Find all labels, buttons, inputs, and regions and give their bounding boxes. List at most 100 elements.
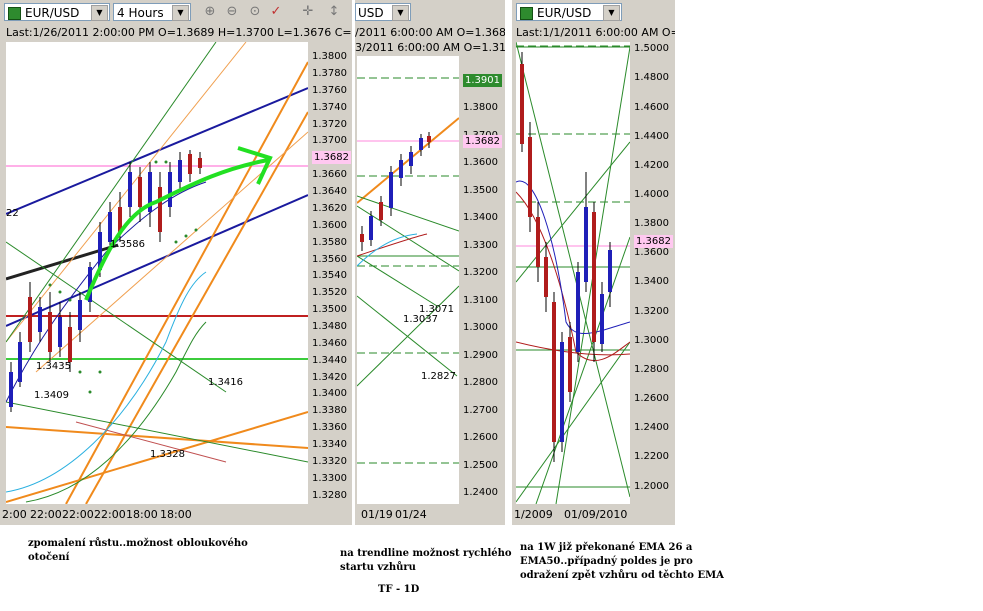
ohlc-info: /2011 6:00:00 AM O=1.3689 H= [355, 26, 505, 39]
price-tick: 1.3500 [463, 184, 498, 196]
time-tick: 22:00 [30, 508, 62, 521]
price-axis[interactable]: 1.3800 1.3780 1.3760 1.3740 1.3720 1.3700 1.36… [310, 42, 352, 504]
price-tick: 1.4000 [634, 189, 669, 201]
candle [148, 172, 152, 212]
candle [568, 337, 572, 392]
price-tick: 1.3460 [312, 337, 347, 349]
current-price-tag: 1.3682 [634, 235, 673, 249]
price-tick: 1.4600 [634, 101, 669, 113]
zoom-reset-icon[interactable]: ⊙ [249, 4, 261, 19]
candle [178, 160, 182, 182]
ema-line [25, 321, 207, 503]
price-tick: 1.3480 [312, 320, 347, 332]
price-tick: 1.3580 [312, 236, 347, 248]
ema-line [516, 180, 630, 335]
price-tick: 1.3300 [312, 472, 347, 484]
price-tick: 1.2000 [634, 480, 669, 492]
ema-line [357, 233, 428, 257]
price-tick: 1.4200 [634, 159, 669, 171]
channel-upper [6, 87, 308, 215]
chart-canvas [6, 42, 308, 504]
price-axis[interactable]: 1.39011.38001.37001.36821.36001.35001.34… [461, 56, 505, 504]
fan-line [357, 295, 458, 377]
candle [98, 232, 102, 270]
current-price-tag: 1.3682 [312, 150, 351, 164]
time-axis[interactable]: 1/2009 01/09/2010 [512, 508, 632, 524]
price-tick: 1.3760 [312, 84, 347, 96]
timeframe-select[interactable]: 4 Hours ▼ [113, 3, 191, 21]
ohlc-info: Last:1/26/2011 2:00:00 PM O=1.3689 H=1.3… [6, 26, 352, 39]
time-axis[interactable]: 2:00 22:00 22:00 22:00 18:00 18:00 [0, 508, 310, 524]
chevron-down-icon[interactable]: ▼ [172, 5, 189, 21]
candle [544, 257, 548, 297]
trend-line-orange [85, 111, 308, 504]
arrow-head [237, 146, 273, 185]
trend-line-orange [357, 117, 459, 204]
chart-canvas [357, 77, 459, 464]
symbol-value: EUR/USD [537, 6, 592, 20]
price-tick: 1.2400 [463, 487, 498, 498]
symbol-select[interactable]: EUR/USD ▼ [516, 3, 622, 21]
trend-line-orange [6, 426, 308, 449]
chevron-down-icon[interactable]: ▼ [392, 5, 409, 21]
chart-window-1d: USD ▼ /2011 6:00:00 AM O=1.3689 H= 3/201… [355, 0, 505, 525]
fan-line [6, 401, 308, 463]
price-tick: 1.3800 [463, 102, 498, 114]
candle [552, 302, 556, 442]
price-tick: 1.3000 [463, 322, 498, 334]
fan-line [357, 255, 438, 307]
chart-toolbar: EUR/USD ▼ [512, 0, 675, 24]
chart-label: 1.3586 [110, 239, 145, 250]
symbol-value: EUR/USD [25, 6, 80, 20]
chart-label: 1.3328 [150, 449, 185, 460]
price-tick: 1.3740 [312, 101, 347, 113]
price-tick: 1.3620 [312, 202, 347, 214]
candle [592, 212, 596, 342]
price-tick: 1.2700 [463, 404, 498, 416]
fan-line [6, 42, 217, 343]
price-tick: 1.3600 [463, 157, 498, 169]
chevron-down-icon[interactable]: ▼ [91, 5, 108, 21]
candle [560, 342, 564, 442]
candle [198, 158, 202, 168]
ema-line [357, 233, 418, 267]
candle [600, 294, 604, 344]
zoom-out-icon[interactable]: ⊖ [226, 4, 238, 19]
draw-tool-icon[interactable]: ✓ [270, 4, 282, 19]
note-line: na 1W již překonané EMA 26 a [520, 542, 693, 553]
price-chart-1w[interactable] [516, 42, 630, 504]
symbol-value: USD [358, 6, 384, 20]
chart-canvas [516, 42, 630, 504]
note-line: startu vzhůru [340, 562, 416, 573]
vertical-scale-icon[interactable]: ↕ [328, 4, 340, 19]
price-tick: 1.3660 [312, 169, 347, 181]
symbol-select[interactable]: EUR/USD ▼ [4, 3, 110, 21]
chevron-down-icon[interactable]: ▼ [603, 5, 620, 21]
price-tick: 1.5000 [634, 43, 669, 55]
price-chart-4h[interactable]: 22 1.3586 1.3435 1.3409 1.3416 1.3328 [6, 42, 308, 504]
price-tick: 1.2800 [463, 377, 498, 389]
candle [48, 312, 52, 352]
ema-line [516, 191, 630, 362]
price-tick: 1.2400 [634, 422, 669, 434]
symbol-select[interactable]: USD ▼ [355, 3, 411, 21]
price-tick: 1.3780 [312, 68, 347, 80]
timeframe-value: 4 Hours [117, 6, 164, 20]
zoom-in-icon[interactable]: ⊕ [204, 4, 216, 19]
chart-toolbar: EUR/USD ▼ 4 Hours ▼ ⊕ ⊖ ⊙ ✓ ✛ ↕ [0, 0, 352, 24]
candle [379, 202, 383, 220]
note-1w: na 1W již překonané EMA 26 a EMA50..příp… [520, 541, 724, 583]
crosshair-icon[interactable]: ✛ [302, 4, 314, 19]
time-tick: 22:00 [62, 508, 94, 521]
fan-line [75, 421, 227, 463]
price-axis[interactable]: 1.5000 1.4800 1.4600 1.4400 1.4200 1.4000 1.38… [632, 42, 675, 504]
chart-toolbar: USD ▼ [355, 0, 505, 24]
ema-line [6, 181, 207, 403]
time-axis[interactable]: 01/19 01/24 [355, 508, 461, 524]
note-line: EMA50..případný poldes je pro [520, 556, 693, 567]
fan-line [516, 42, 630, 498]
candle [188, 154, 192, 174]
candle [389, 172, 393, 208]
price-chart-1d[interactable]: 1.3071 1.3037 1.2827 [357, 56, 459, 504]
fan-line [357, 285, 459, 387]
